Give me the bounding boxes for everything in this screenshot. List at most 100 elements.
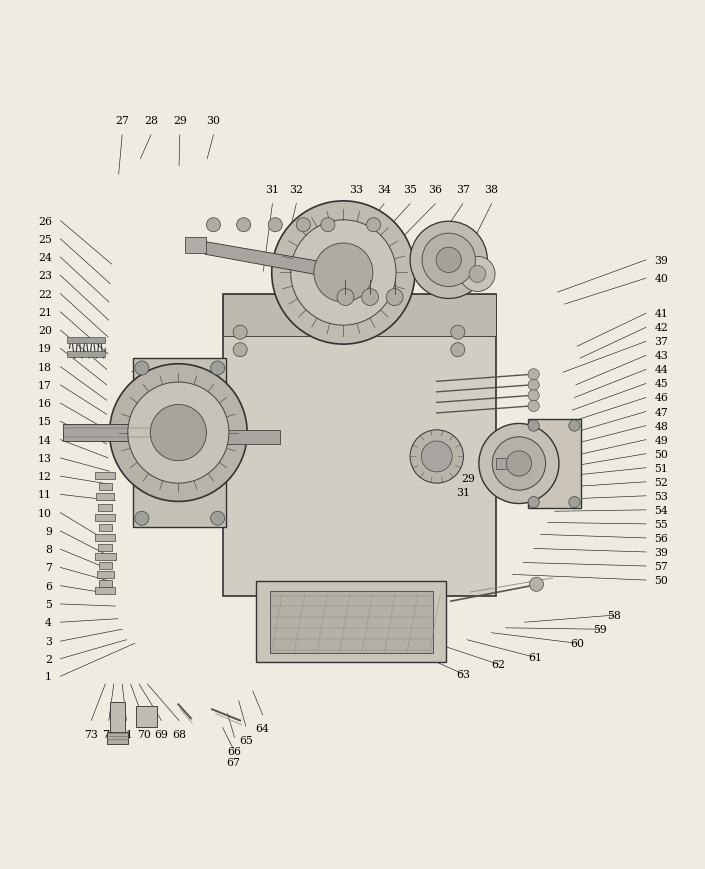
Bar: [496, 458, 530, 469]
Bar: [95, 587, 115, 594]
Text: 31: 31: [456, 487, 470, 497]
Circle shape: [268, 218, 282, 233]
Bar: [257, 582, 446, 662]
Text: 27: 27: [115, 116, 129, 126]
Text: 35: 35: [403, 184, 417, 195]
Text: 33: 33: [349, 184, 363, 195]
Text: 69: 69: [154, 729, 168, 739]
Text: 30: 30: [207, 116, 221, 126]
Text: 4: 4: [45, 618, 52, 627]
Circle shape: [528, 421, 539, 432]
Text: 72: 72: [102, 729, 116, 739]
Text: 15: 15: [38, 417, 52, 427]
Text: 17: 17: [38, 381, 52, 390]
Text: 5: 5: [45, 600, 52, 609]
Bar: [98, 544, 112, 551]
Text: 70: 70: [137, 729, 151, 739]
Text: 3: 3: [45, 636, 52, 647]
Text: 12: 12: [38, 472, 52, 481]
Circle shape: [506, 451, 532, 476]
Text: 47: 47: [654, 407, 668, 417]
Circle shape: [528, 401, 539, 412]
Text: 52: 52: [654, 477, 668, 488]
Text: 34: 34: [377, 184, 391, 195]
Text: 50: 50: [654, 575, 668, 586]
Text: 19: 19: [38, 344, 52, 354]
Bar: [99, 580, 111, 587]
Text: 40: 40: [654, 274, 668, 284]
Text: 8: 8: [45, 545, 52, 554]
Text: 39: 39: [654, 255, 668, 266]
Text: 66: 66: [228, 746, 242, 756]
Text: 21: 21: [38, 308, 52, 317]
Circle shape: [569, 497, 580, 508]
Circle shape: [296, 218, 310, 233]
Text: 11: 11: [38, 490, 52, 500]
Bar: [528, 420, 581, 508]
Text: 50: 50: [654, 449, 668, 459]
Bar: [99, 524, 111, 531]
Text: 71: 71: [119, 729, 133, 739]
Bar: [106, 732, 128, 745]
Bar: [67, 338, 105, 343]
Text: 2: 2: [45, 654, 52, 664]
Bar: [99, 484, 111, 491]
Text: 26: 26: [38, 216, 52, 226]
Bar: [223, 295, 496, 336]
Text: 54: 54: [654, 505, 668, 515]
Circle shape: [109, 364, 247, 501]
Text: 32: 32: [289, 184, 303, 195]
Bar: [223, 295, 496, 596]
Circle shape: [135, 362, 149, 375]
Text: 55: 55: [654, 520, 668, 529]
Circle shape: [528, 369, 539, 381]
Text: 53: 53: [654, 491, 668, 501]
Text: 31: 31: [266, 184, 279, 195]
Text: 22: 22: [38, 289, 52, 299]
Text: 60: 60: [570, 639, 584, 648]
Circle shape: [337, 289, 354, 306]
Circle shape: [569, 421, 580, 432]
Circle shape: [479, 424, 559, 504]
Circle shape: [367, 218, 381, 233]
Bar: [95, 473, 115, 480]
Circle shape: [237, 218, 251, 233]
Bar: [95, 514, 115, 521]
Circle shape: [321, 218, 335, 233]
Text: 16: 16: [38, 399, 52, 408]
Text: 67: 67: [226, 757, 240, 767]
Circle shape: [314, 243, 373, 302]
Text: 63: 63: [456, 669, 470, 680]
Polygon shape: [205, 242, 343, 280]
Text: 9: 9: [45, 527, 52, 536]
Circle shape: [233, 343, 247, 357]
Text: 45: 45: [654, 379, 668, 389]
Bar: [178, 430, 280, 444]
Text: 28: 28: [144, 116, 158, 126]
Circle shape: [450, 343, 465, 357]
Text: 51: 51: [654, 463, 668, 473]
Circle shape: [211, 512, 225, 526]
Circle shape: [410, 222, 487, 299]
Bar: [95, 534, 115, 541]
Circle shape: [150, 405, 207, 461]
Text: 10: 10: [38, 508, 52, 518]
Circle shape: [135, 512, 149, 526]
Circle shape: [410, 430, 463, 484]
Text: 39: 39: [654, 547, 668, 557]
Circle shape: [460, 257, 495, 292]
Text: 49: 49: [654, 435, 668, 445]
Text: 37: 37: [654, 337, 668, 347]
Text: 56: 56: [654, 534, 668, 543]
Text: 37: 37: [456, 184, 470, 195]
Text: 48: 48: [654, 421, 668, 431]
Bar: [109, 702, 125, 743]
Circle shape: [528, 497, 539, 508]
Circle shape: [469, 266, 486, 283]
Text: 58: 58: [607, 610, 620, 620]
Text: 7: 7: [45, 563, 52, 573]
Bar: [98, 505, 112, 512]
Text: 57: 57: [654, 561, 668, 571]
Circle shape: [450, 326, 465, 340]
Bar: [96, 494, 114, 501]
